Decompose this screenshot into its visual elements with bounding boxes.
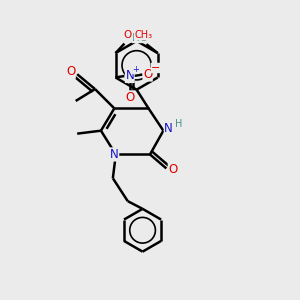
Text: O: O: [123, 30, 131, 40]
Text: +: +: [132, 65, 139, 74]
Text: HO: HO: [132, 33, 148, 43]
Text: CH₃: CH₃: [134, 30, 152, 40]
Text: −: −: [151, 63, 160, 73]
Text: O: O: [66, 65, 75, 78]
Text: O: O: [168, 164, 178, 176]
Text: O: O: [125, 91, 134, 104]
Text: O: O: [143, 68, 152, 81]
Text: N: N: [110, 148, 119, 161]
Text: N: N: [164, 122, 173, 135]
Text: H: H: [175, 119, 182, 129]
Text: N: N: [125, 70, 134, 83]
